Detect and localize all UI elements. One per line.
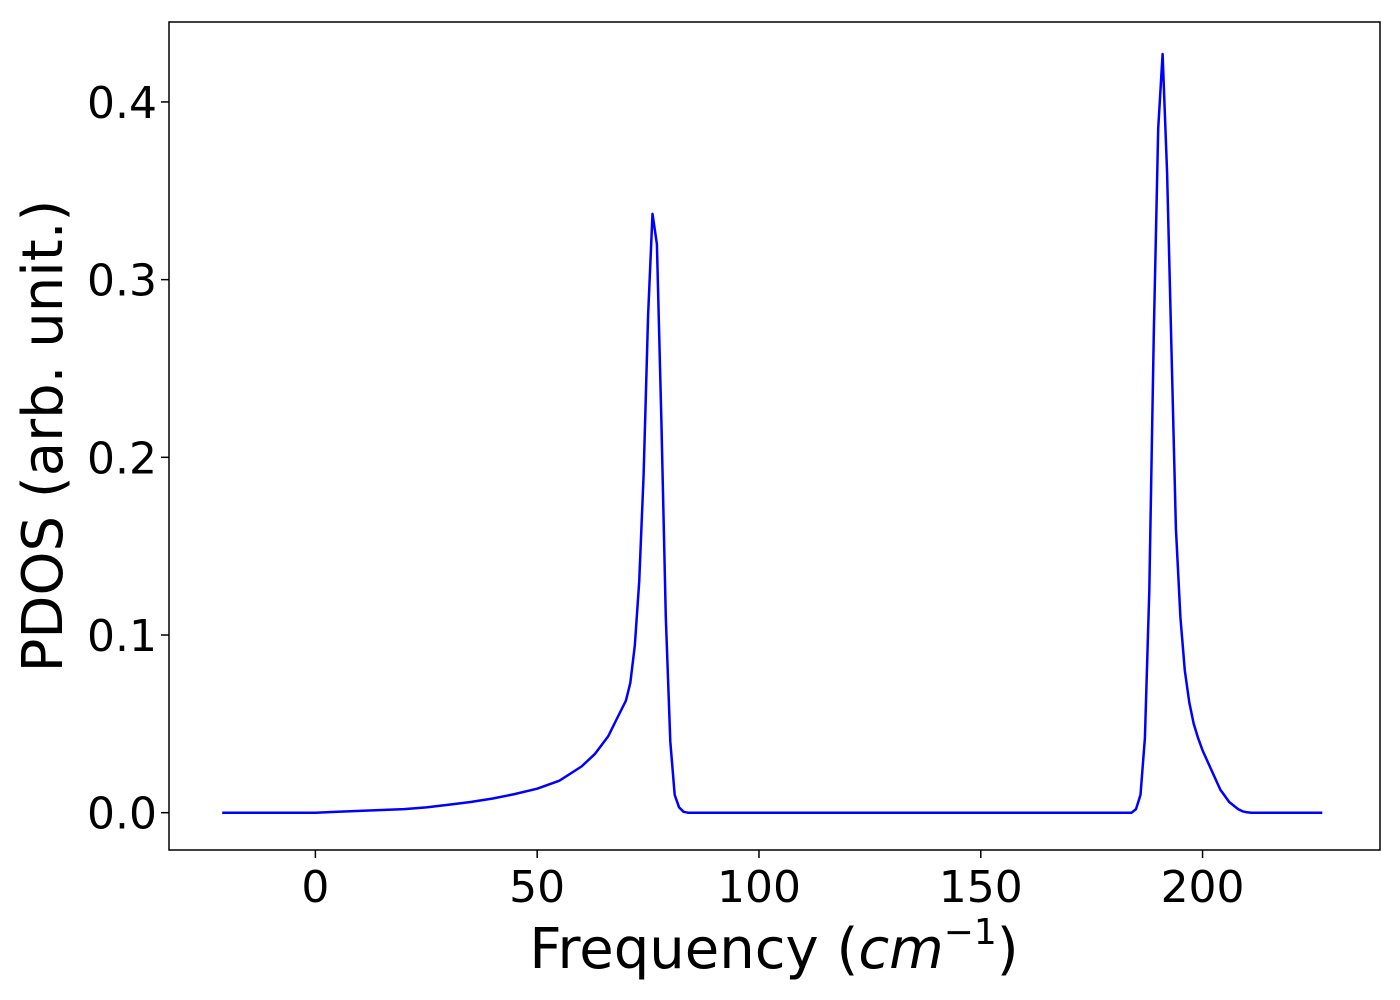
x-tick-label: 200 — [1161, 862, 1245, 913]
x-tick-label: 0 — [301, 862, 329, 913]
y-tick-label: 0.2 — [87, 433, 157, 484]
y-axis-label: PDOS (arb. unit.) — [11, 200, 76, 673]
y-tick-label: 0.4 — [87, 78, 157, 129]
x-axis: 0 50 100 150 200 — [301, 850, 1245, 913]
y-tick-label: 0.3 — [87, 256, 157, 307]
x-tick-label: 100 — [717, 862, 801, 913]
y-tick-label: 0.0 — [87, 789, 157, 840]
x-tick-label: 150 — [939, 862, 1023, 913]
x-tick-label: 50 — [509, 862, 565, 913]
x-axis-label: Frequency (cm−1) — [529, 912, 1018, 982]
plot-area-frame — [168, 21, 1381, 851]
y-axis: 0.0 0.1 0.2 0.3 0.4 — [87, 78, 169, 840]
pdos-series-line — [222, 52, 1323, 814]
y-tick-label: 0.1 — [87, 611, 157, 662]
